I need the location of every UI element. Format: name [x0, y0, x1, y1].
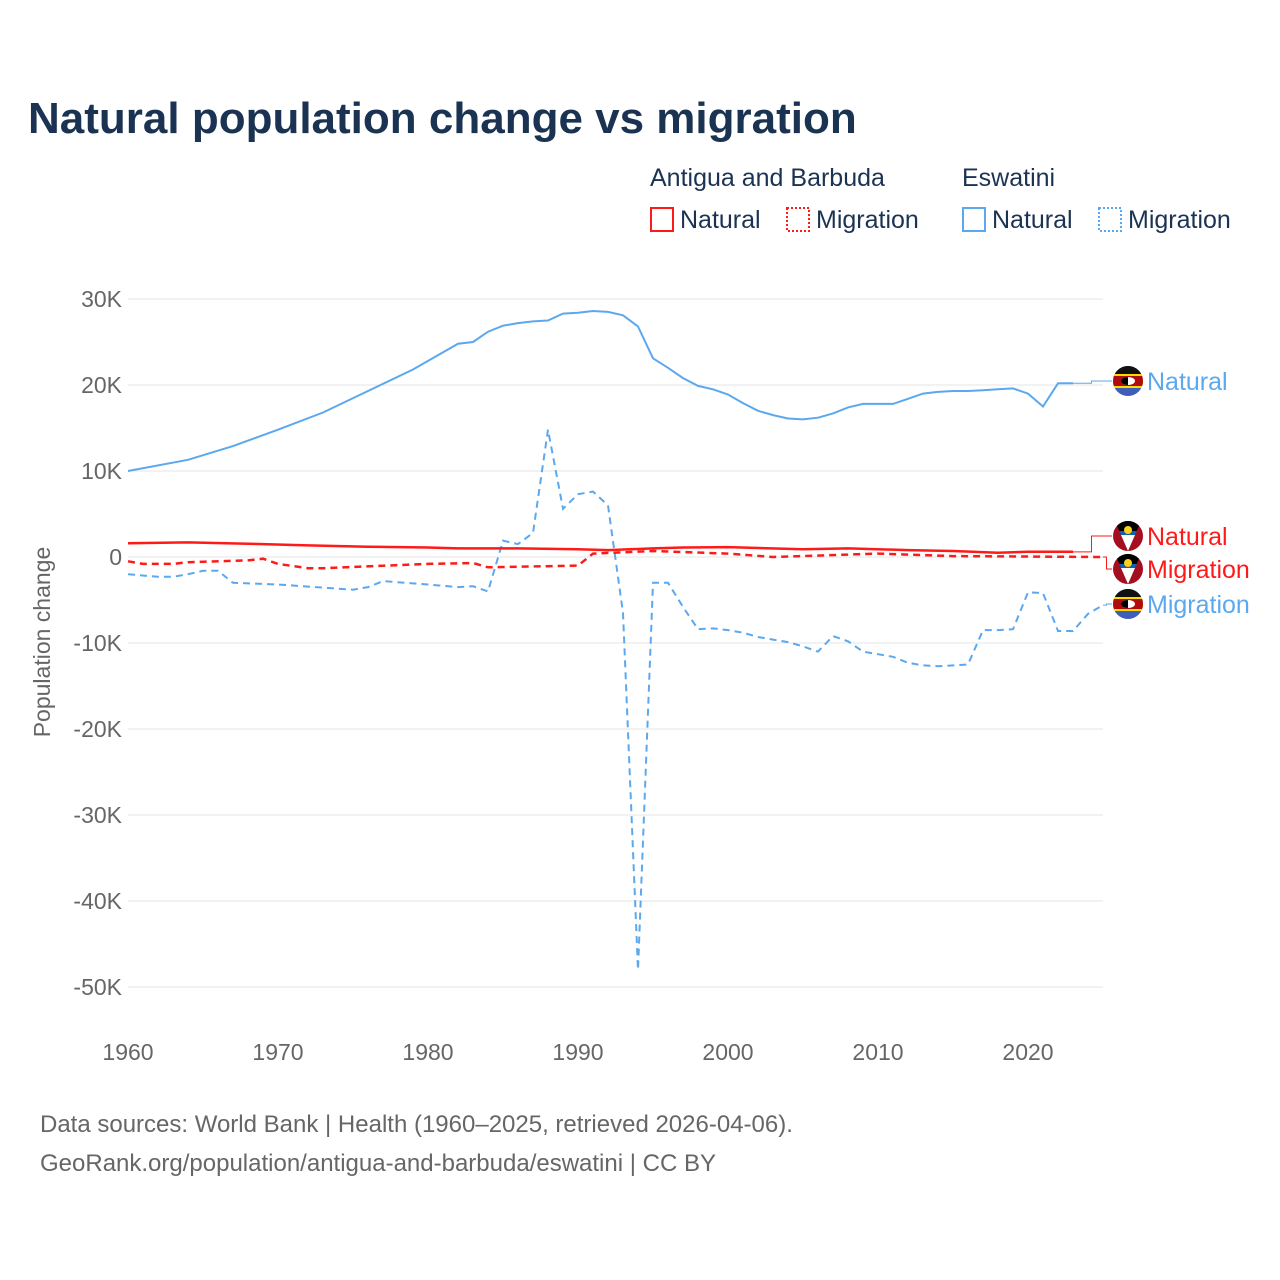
series-line-antigua-and-barbuda-natural — [127, 541, 1073, 554]
chart-title: Natural population change vs migration — [28, 94, 857, 143]
eswatini-flag-icon — [1113, 366, 1143, 396]
legend-swatch — [962, 207, 986, 232]
legend: Antigua and Barbuda Natural Migration Eswat… — [650, 164, 1231, 234]
antigua-flag-icon — [1113, 521, 1143, 551]
x-tick-label: 1970 — [252, 1039, 303, 1065]
x-tick-label: 1990 — [552, 1039, 603, 1065]
source-line-1: Data sources: World Bank | Health (1960–… — [40, 1111, 793, 1138]
y-tick-label: -40K — [73, 888, 122, 914]
label-connector — [1073, 380, 1112, 384]
y-tick-label: 20K — [81, 372, 123, 398]
antigua-flag-icon — [1113, 554, 1143, 584]
label-connector — [1103, 603, 1112, 606]
series-line-antigua-and-barbuda-migration — [127, 549, 1104, 570]
y-axis-label: Population change — [29, 547, 55, 738]
x-tick-label: 1980 — [402, 1039, 453, 1065]
legend-group-title: Eswatini — [962, 164, 1055, 192]
x-tick-label: 1960 — [102, 1039, 153, 1065]
grid: 30K 20K 10K 0 -10K -20K -30K -40K -50K 1960 1970 19… — [73, 286, 1103, 1065]
y-tick-label: 10K — [81, 458, 123, 484]
legend-entry[interactable]: Natural — [680, 206, 761, 234]
legend-swatch — [786, 207, 810, 232]
series-lines — [127, 309, 1104, 970]
legend-entry[interactable]: Natural — [992, 206, 1073, 234]
legend-group-title: Antigua and Barbuda — [650, 164, 885, 192]
x-tick-label: 2010 — [852, 1039, 903, 1065]
series-end-label: Natural — [1147, 523, 1228, 551]
y-tick-label: -50K — [73, 974, 122, 1000]
series-labels: Natural Migration Natural Migration — [1073, 366, 1250, 619]
series-end-label: Natural — [1147, 368, 1228, 396]
series-end-label: Migration — [1147, 591, 1250, 619]
label-connector — [1103, 556, 1112, 570]
y-tick-label: -30K — [73, 802, 122, 828]
series-end-label: Migration — [1147, 556, 1250, 584]
y-tick-label: 0 — [109, 544, 122, 570]
series-line-eswatini-natural — [127, 309, 1073, 472]
label-connector — [1073, 535, 1112, 553]
eswatini-flag-icon — [1113, 589, 1143, 619]
legend-entry[interactable]: Migration — [816, 206, 919, 234]
y-tick-label: -20K — [73, 716, 122, 742]
y-tick-label: 30K — [81, 286, 123, 312]
source-line-2[interactable]: GeoRank.org/population/antigua-and-barbu… — [40, 1150, 716, 1177]
series-line-eswatini-migration — [127, 429, 1104, 970]
legend-entry[interactable]: Migration — [1128, 206, 1231, 234]
x-tick-label: 2020 — [1002, 1039, 1053, 1065]
x-tick-label: 2000 — [702, 1039, 753, 1065]
legend-swatch — [650, 207, 674, 232]
y-tick-label: -10K — [73, 630, 122, 656]
legend-swatch — [1098, 207, 1122, 232]
